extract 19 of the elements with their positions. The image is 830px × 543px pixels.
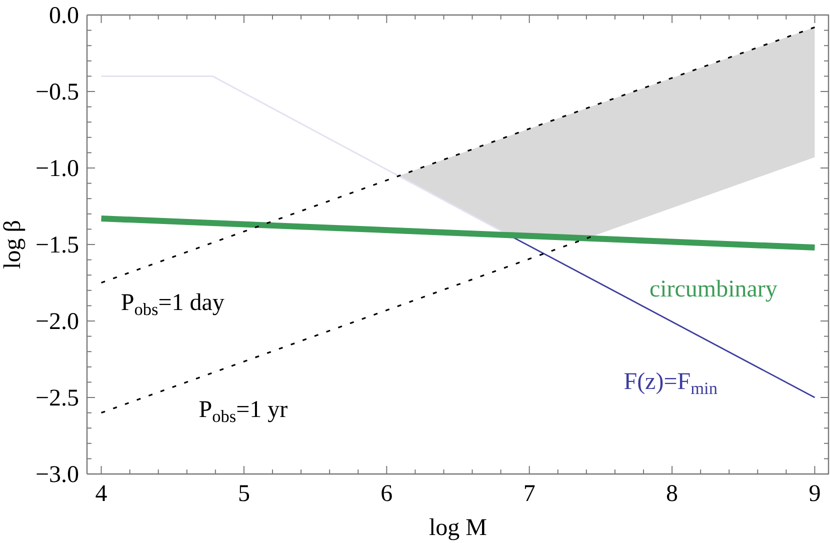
x-tick-label: 5 (238, 481, 250, 507)
x-tick-label: 6 (380, 481, 393, 507)
y-tick-label: −1.5 (35, 232, 79, 258)
y-tick-label: −0.5 (35, 80, 79, 106)
y-axis-title: log β (0, 220, 26, 269)
series-label: F(z)=F$_{min}$ (624, 368, 718, 398)
series-label: P$_{obs}$=1 yr (198, 396, 288, 426)
x-tick-label: 9 (808, 481, 821, 507)
x-tick-label: 7 (523, 481, 536, 507)
y-tick-label: −2.0 (35, 309, 79, 335)
y-tick-label: 0.0 (49, 3, 79, 29)
x-tick-label: 8 (666, 481, 678, 507)
y-tick-label: −2.5 (35, 386, 79, 412)
series-label: P$_{obs}$=1 day (120, 290, 224, 319)
y-tick-label: −1.0 (35, 156, 79, 182)
y-tick-label: −3.0 (35, 462, 79, 488)
x-tick-label: 4 (95, 481, 108, 507)
x-axis-title: log M (428, 515, 488, 541)
series-label: circumbinary (649, 276, 778, 302)
